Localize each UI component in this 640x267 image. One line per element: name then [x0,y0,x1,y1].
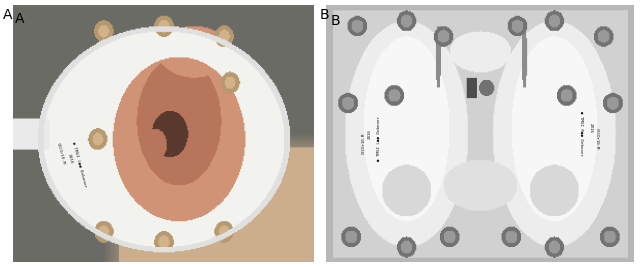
Text: 2016: 2016 [67,154,73,165]
Text: 2016: 2016 [367,128,371,139]
Text: A: A [15,12,24,26]
Text: CECOr10-M: CECOr10-M [56,143,66,165]
Text: ● TMSI L●● Debener: ● TMSI L●● Debener [71,141,87,188]
Text: A: A [3,8,13,22]
Text: ● TMSI R●● Debener: ● TMSI R●● Debener [579,111,584,156]
Text: 2016: 2016 [589,123,593,134]
Text: ● TMSI L●● Debener: ● TMSI L●● Debener [376,116,381,161]
Text: B: B [330,14,340,28]
Text: B: B [320,8,330,22]
Text: CECOr10-M: CECOr10-M [361,133,365,154]
Text: CECOr10-M: CECOr10-M [595,128,599,149]
